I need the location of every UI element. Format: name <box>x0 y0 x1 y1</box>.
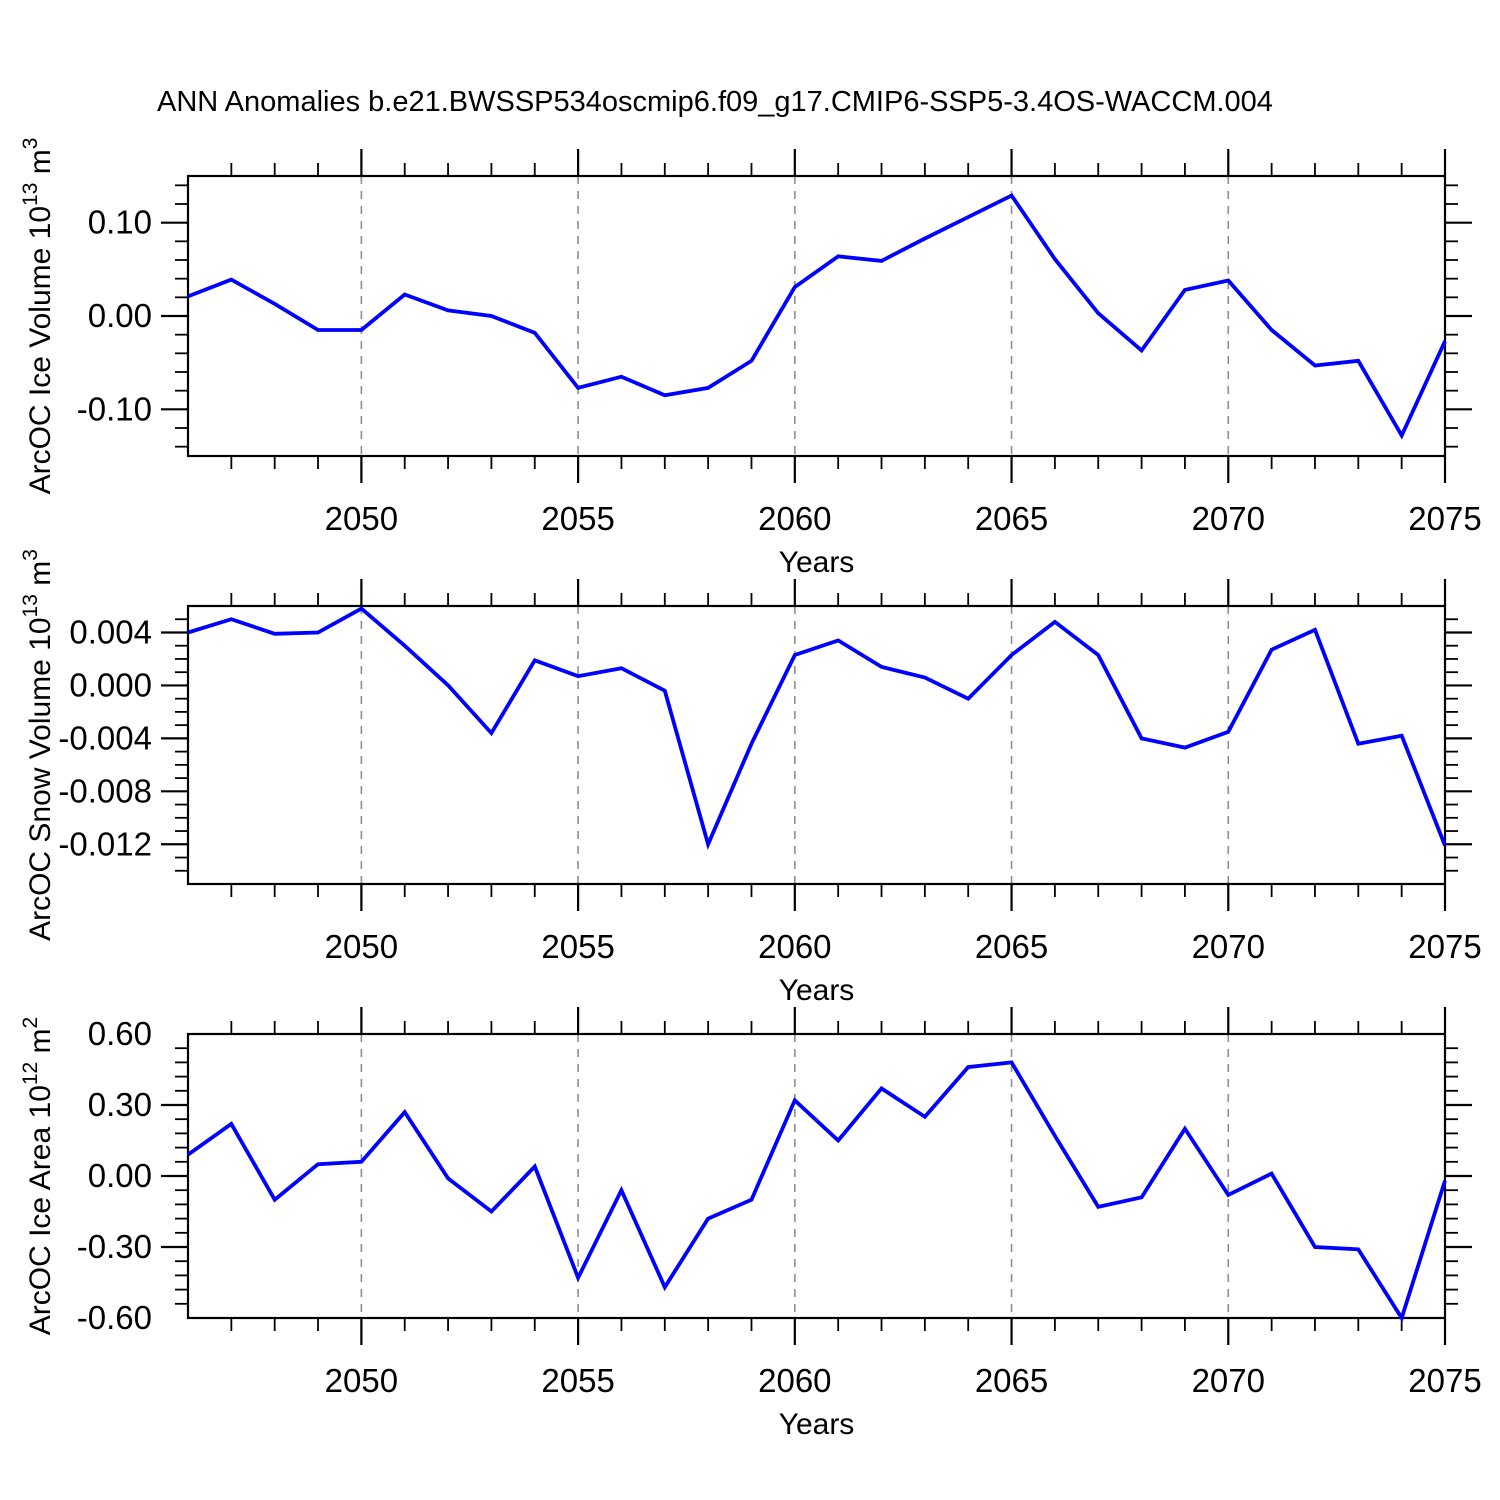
x-tick-label: 2060 <box>758 500 831 537</box>
y-tick-label: 0.00 <box>88 297 152 334</box>
x-tick-label: 2060 <box>758 1362 831 1399</box>
x-tick-label: 2065 <box>975 500 1048 537</box>
y-tick-label: 0.000 <box>69 666 152 703</box>
chart-title: ANN Anomalies b.e21.BWSSP534oscmip6.f09_… <box>157 86 1273 118</box>
x-axis-title: Years <box>779 1408 855 1441</box>
y-tick-label: 0.60 <box>88 1015 152 1052</box>
x-tick-label: 2070 <box>1192 928 1265 965</box>
panel-1: 0.10 0.00 -0.10 2050 2055 2060 2065 2070 2075 Yea… <box>19 138 1482 579</box>
x-tick-label: 2050 <box>325 500 398 537</box>
x-tick-label: 2055 <box>541 1362 614 1399</box>
y-tick-label: 0.10 <box>88 204 152 241</box>
x-tick-label: 2055 <box>541 500 614 537</box>
y-axis-title: ArcOC Ice Area 1012 m2 <box>19 1017 57 1335</box>
data-series-line <box>186 1060 1447 1323</box>
x-tick-label: 2050 <box>325 1362 398 1399</box>
y-tick-label: -0.30 <box>77 1228 152 1265</box>
data-series-line <box>187 606 1447 850</box>
y-tick-label: -0.008 <box>58 772 152 809</box>
x-tick-label: 2070 <box>1192 1362 1265 1399</box>
plot-frame <box>186 604 1447 886</box>
panel-2: 0.004 0.000 -0.004 -0.008 -0.012 2050 2055 2060… <box>19 549 1482 1007</box>
x-tick-label: 2055 <box>541 928 614 965</box>
y-tick-label: -0.004 <box>58 719 152 756</box>
y-axis-title: ArcOC Snow Volume 1013 m3 <box>19 549 57 941</box>
y-tick-label: -0.60 <box>77 1299 152 1336</box>
data-series-line <box>187 193 1447 440</box>
y-tick-label: 0.30 <box>88 1086 152 1123</box>
x-tick-label: 2060 <box>758 928 831 965</box>
plot-frame <box>186 1032 1447 1320</box>
y-tick-label: -0.012 <box>58 825 152 862</box>
x-tick-label: 2065 <box>975 928 1048 965</box>
x-tick-label: 2050 <box>325 928 398 965</box>
y-tick-label: -0.10 <box>77 390 152 427</box>
x-tick-label: 2075 <box>1408 1362 1481 1399</box>
x-tick-label: 2065 <box>975 1362 1048 1399</box>
x-tick-label: 2075 <box>1408 500 1481 537</box>
y-tick-label: 0.004 <box>69 613 152 650</box>
x-tick-label: 2075 <box>1408 928 1481 965</box>
plot-frame <box>186 174 1447 458</box>
y-axis-title: ArcOC Ice Volume 1013 m3 <box>19 138 57 495</box>
y-tick-label: 0.00 <box>88 1157 152 1194</box>
x-axis-title: Years <box>779 546 855 579</box>
x-axis-title: Years <box>779 974 855 1007</box>
x-tick-label: 2070 <box>1192 500 1265 537</box>
panel-3: 0.60 0.30 0.00 -0.30 -0.60 2050 2055 2060 2065 20… <box>19 1007 1482 1441</box>
